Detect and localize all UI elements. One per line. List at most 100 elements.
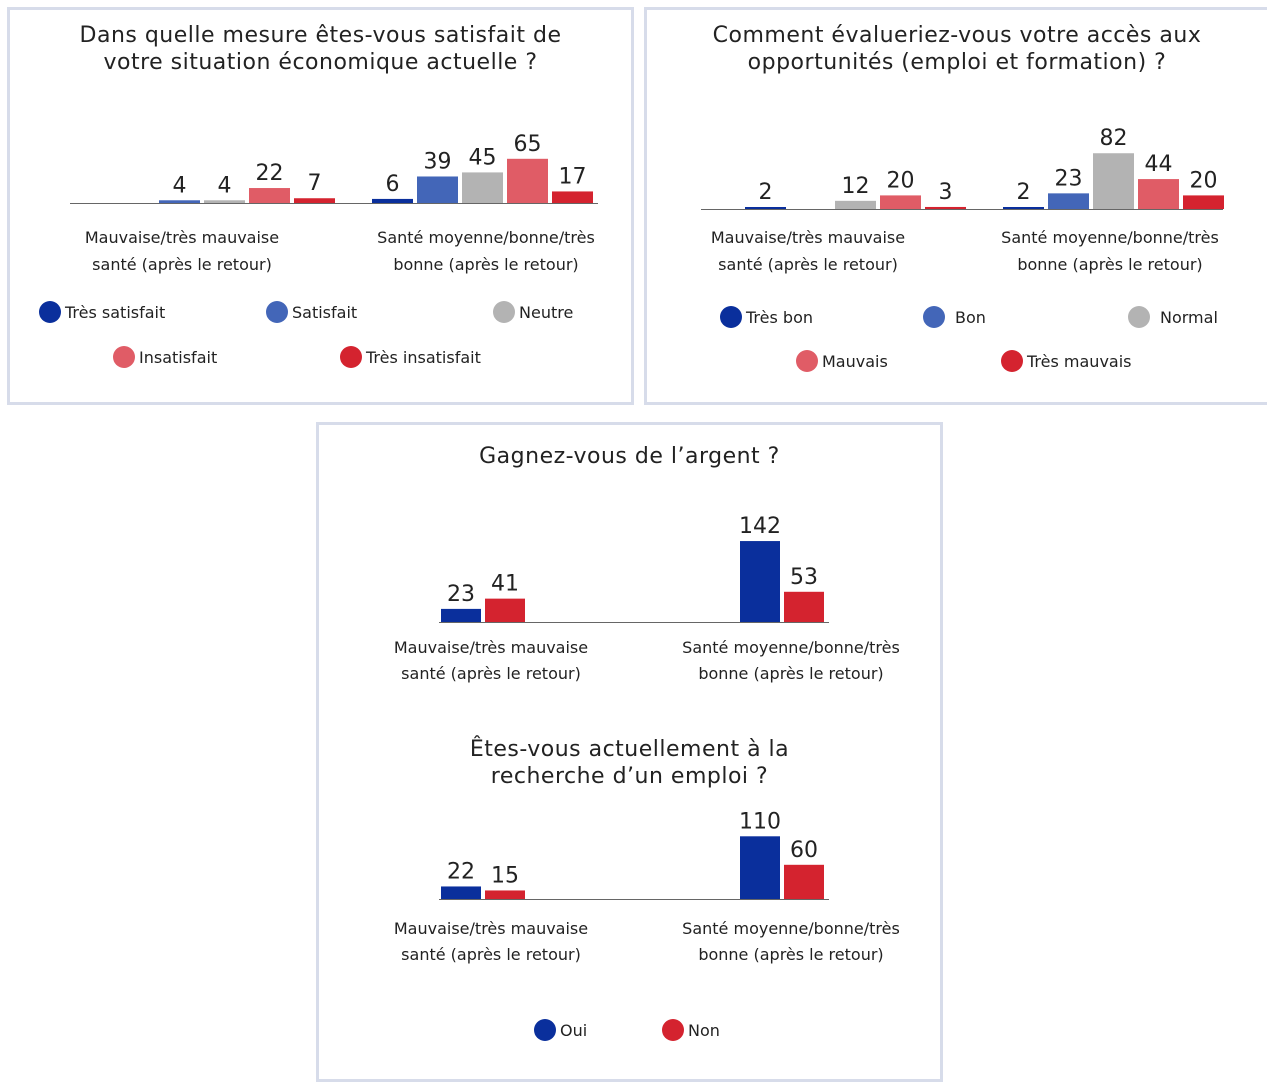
bar bbox=[784, 864, 824, 899]
data-label: 23 bbox=[447, 582, 475, 607]
category-label-good-health: Santé moyenne/bonne/très bonne (après le… bbox=[366, 224, 606, 278]
category-label-line: Mauvaise/très mauvaise bbox=[710, 228, 906, 247]
bar-chart-satisfaction: 4 4 22 7 6 39 45 65 17 bbox=[70, 132, 598, 204]
bar-chart-opportunities: 2 12 20 3 2 23 82 44 20 bbox=[701, 126, 1224, 210]
legend-label: Très mauvais bbox=[1027, 351, 1132, 371]
bar-chart-jobsearch: 22 15 110 60 bbox=[439, 809, 829, 900]
legend-swatch bbox=[113, 346, 135, 368]
bar bbox=[1183, 195, 1224, 209]
bar bbox=[485, 890, 525, 899]
data-label: 12 bbox=[842, 174, 870, 199]
legend-label: Non bbox=[688, 1020, 720, 1040]
category-label-line: bonne (après le retour) bbox=[393, 255, 579, 274]
legend-label: Satisfait bbox=[292, 302, 358, 322]
bar bbox=[249, 188, 290, 203]
category-label-line: Mauvaise/très mauvaise bbox=[393, 919, 589, 938]
chart-title-income: Gagnez-vous de l’argent ? bbox=[319, 443, 940, 470]
bar bbox=[294, 198, 335, 203]
bar bbox=[552, 191, 593, 203]
title-line: Gagnez-vous de l’argent ? bbox=[479, 444, 780, 469]
legend-label: Neutre bbox=[519, 302, 574, 322]
legend-item-neutre: Neutre bbox=[493, 301, 573, 323]
title-line: Êtes-vous actuellement à la bbox=[469, 737, 790, 762]
legend-label: Bon bbox=[955, 307, 986, 327]
legend-label: Oui bbox=[560, 1020, 588, 1040]
bar bbox=[441, 886, 481, 899]
bar bbox=[745, 207, 786, 209]
category-label-line: Santé moyenne/bonne/très bbox=[682, 919, 900, 938]
legend-swatch bbox=[720, 306, 742, 328]
chart-title-opportunities: Comment évalueriez-vous votre accès aux … bbox=[647, 22, 1267, 76]
title-line: opportunités (emploi et formation) ? bbox=[747, 50, 1167, 75]
chart-title-jobsearch: Êtes-vous actuellement à la recherche d’… bbox=[319, 736, 940, 790]
title-line: recherche d’un emploi ? bbox=[490, 764, 769, 789]
category-label-poor-health: Mauvaise/très mauvaise santé (après le r… bbox=[371, 916, 611, 968]
data-label: 110 bbox=[739, 809, 781, 834]
bar-chart-income: 23 41 142 53 bbox=[439, 514, 829, 623]
legend-swatch bbox=[1128, 306, 1150, 328]
title-line: Dans quelle mesure êtes-vous satisfait d… bbox=[79, 23, 562, 48]
chart-title-satisfaction: Dans quelle mesure êtes-vous satisfait d… bbox=[10, 22, 631, 76]
data-label: 82 bbox=[1100, 126, 1128, 151]
data-label: 2 bbox=[759, 180, 773, 205]
bar bbox=[372, 198, 413, 203]
legend-item-tres-mauvais: Très mauvais bbox=[1001, 350, 1132, 372]
legend-item-insatisfait: Insatisfait bbox=[113, 346, 217, 368]
title-line: votre situation économique actuelle ? bbox=[103, 50, 538, 75]
bar bbox=[1048, 193, 1089, 209]
legend-label: Normal bbox=[1160, 307, 1218, 327]
legend-swatch bbox=[796, 350, 818, 372]
data-label: 6 bbox=[386, 172, 400, 197]
title-line: Comment évalueriez-vous votre accès aux bbox=[712, 23, 1202, 48]
legend-item-tres-satisfait: Très satisfait bbox=[39, 301, 165, 323]
legend-swatch bbox=[1001, 350, 1023, 372]
bar bbox=[462, 172, 503, 203]
bar bbox=[485, 598, 525, 622]
data-label: 53 bbox=[790, 565, 818, 590]
bar bbox=[204, 200, 245, 203]
data-label: 7 bbox=[308, 171, 322, 196]
data-label: 2 bbox=[1017, 180, 1031, 205]
category-label-line: Mauvaise/très mauvaise bbox=[393, 638, 589, 657]
category-label-line: Santé moyenne/bonne/très bbox=[1001, 228, 1219, 247]
data-label: 4 bbox=[218, 173, 232, 198]
category-label-good-health: Santé moyenne/bonne/très bonne (après le… bbox=[671, 916, 911, 968]
data-label: 22 bbox=[447, 859, 475, 884]
bar bbox=[1003, 207, 1044, 209]
bar bbox=[441, 608, 481, 622]
data-label: 44 bbox=[1145, 152, 1173, 177]
data-label: 20 bbox=[887, 168, 915, 193]
category-label-good-health: Santé moyenne/bonne/très bonne (après le… bbox=[990, 224, 1230, 278]
legend-label: Très insatisfait bbox=[366, 347, 481, 367]
legend-item-satisfait: Satisfait bbox=[266, 301, 357, 323]
category-label-line: santé (après le retour) bbox=[718, 255, 898, 274]
legend-swatch bbox=[923, 306, 945, 328]
legend-item-tres-bon: Très bon bbox=[720, 306, 813, 328]
bar bbox=[1093, 153, 1134, 209]
category-label-line: santé (après le retour) bbox=[401, 945, 581, 964]
bar bbox=[417, 176, 458, 203]
legend-item-tres-insatisfait: Très insatisfait bbox=[340, 346, 481, 368]
category-label-poor-health: Mauvaise/très mauvaise santé (après le r… bbox=[371, 635, 611, 687]
data-label: 3 bbox=[939, 180, 953, 205]
legend-swatch bbox=[662, 1019, 684, 1041]
legend-label: Très satisfait bbox=[65, 302, 166, 322]
category-label-line: Mauvaise/très mauvaise bbox=[84, 228, 280, 247]
legend-swatch bbox=[266, 301, 288, 323]
chart-panel-opportunities: Comment évalueriez-vous votre accès aux … bbox=[644, 7, 1267, 405]
legend-item-mauvais: Mauvais bbox=[796, 350, 888, 372]
bar bbox=[740, 836, 780, 899]
legend-item-non: Non bbox=[662, 1019, 720, 1041]
category-label-good-health: Santé moyenne/bonne/très bonne (après le… bbox=[671, 635, 911, 687]
category-label-line: santé (après le retour) bbox=[401, 664, 581, 683]
bar bbox=[784, 591, 824, 622]
category-label-line: Santé moyenne/bonne/très bbox=[682, 638, 900, 657]
data-label: 20 bbox=[1190, 168, 1218, 193]
data-label: 142 bbox=[739, 514, 781, 539]
category-label-line: Santé moyenne/bonne/très bbox=[377, 228, 595, 247]
data-label: 60 bbox=[790, 838, 818, 863]
legend-item-normal: Normal bbox=[1128, 306, 1218, 328]
category-label-line: bonne (après le retour) bbox=[1017, 255, 1203, 274]
data-label: 22 bbox=[256, 161, 284, 186]
legend-item-oui: Oui bbox=[534, 1019, 587, 1041]
